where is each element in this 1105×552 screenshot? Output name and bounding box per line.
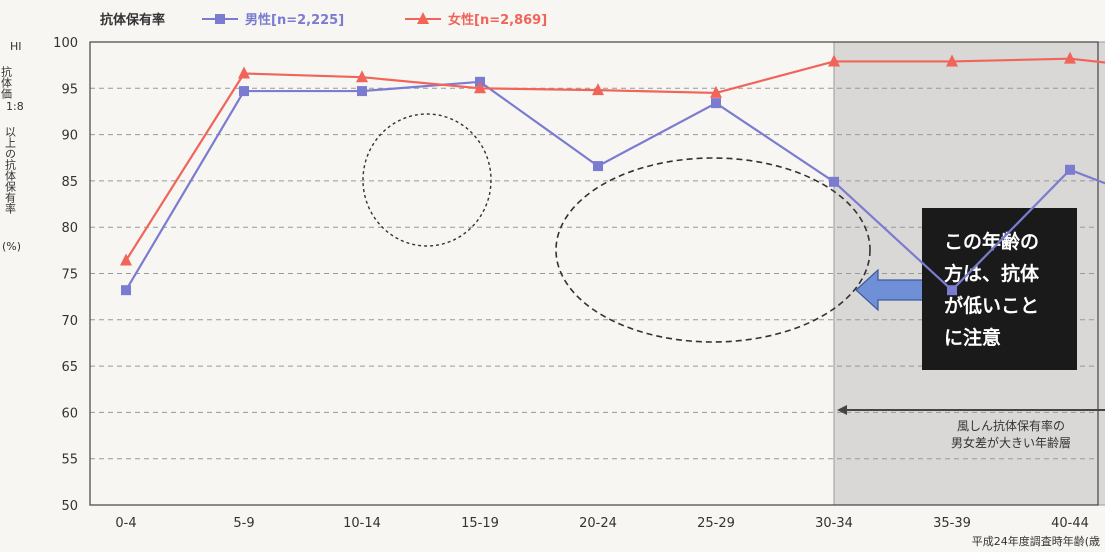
callout-text-line: に注意 xyxy=(944,326,1001,349)
x-tick-label: 0-4 xyxy=(115,516,136,531)
x-tick-label: 30-34 xyxy=(815,516,853,531)
legend: 抗体保有率 男性[n=2,225] 女性[n=2,869] xyxy=(100,12,547,28)
y-tick-label: 85 xyxy=(61,175,78,190)
y-axis-label-line-1: HI xyxy=(10,40,22,53)
series-layer xyxy=(120,51,1105,296)
x-tick-label: 35-39 xyxy=(933,516,971,531)
data-point-female xyxy=(356,70,368,83)
data-point-male xyxy=(829,176,839,187)
y-tick-label: 80 xyxy=(61,221,78,236)
y-axis-label: HI 抗体価 1:8 以上の抗体保有率 (%) xyxy=(0,40,24,253)
data-point-male xyxy=(357,86,367,97)
data-point-female xyxy=(474,81,486,94)
band-label: 風しん抗体保有率の xyxy=(957,418,1065,433)
highlight-ellipse-large xyxy=(555,157,871,343)
legend-label-male: 男性[n=2,225] xyxy=(245,12,344,28)
y-axis-label-line-5: (%) xyxy=(2,240,21,253)
highlight-ellipse-small xyxy=(362,113,492,247)
x-tick-label: 40-44 xyxy=(1051,516,1089,531)
y-tick-label: 75 xyxy=(61,268,78,283)
band-label: 男女差が大きい年齢層 xyxy=(951,435,1071,450)
data-point-male xyxy=(1065,164,1075,175)
y-axis-label-line-2: 抗体価 xyxy=(0,65,13,99)
y-axis-label-line-4: 以上の抗体保有率 xyxy=(4,126,17,215)
y-tick-label: 90 xyxy=(61,129,78,144)
y-axis-label-line-3: 1:8 xyxy=(6,100,24,113)
y-tick-label: 50 xyxy=(61,499,78,514)
y-tick-label: 65 xyxy=(61,360,78,375)
callout-text-line: この年齢の xyxy=(944,230,1039,253)
y-tick-label: 70 xyxy=(61,314,78,329)
callout-text-line: 方は、抗体 xyxy=(944,262,1040,285)
x-tick-label: 5-9 xyxy=(233,516,254,531)
y-tick-label: 55 xyxy=(61,453,78,468)
plot-frame xyxy=(89,41,1099,506)
x-tick-label: 15-19 xyxy=(461,516,499,531)
legend-label-female: 女性[n=2,869] xyxy=(448,12,547,28)
data-point-female xyxy=(592,83,604,96)
x-axis-label: 平成24年度調査時年齢(歳 xyxy=(972,534,1100,548)
data-point-male xyxy=(593,161,603,172)
callout-text-line: が低いこと xyxy=(944,294,1039,317)
legend-marker-male xyxy=(215,14,225,24)
data-point-female xyxy=(828,54,840,67)
data-point-female xyxy=(710,85,722,98)
data-point-female xyxy=(1064,51,1076,64)
data-point-male xyxy=(711,98,721,109)
data-point-female xyxy=(946,54,958,67)
legend-marker-female xyxy=(417,12,429,24)
y-tick-label: 95 xyxy=(61,82,78,97)
y-tick-label: 60 xyxy=(61,406,78,421)
y-tick-label: 100 xyxy=(53,36,78,51)
band-arrow-head-left xyxy=(837,405,847,415)
data-point-female xyxy=(120,253,132,266)
legend-title: 抗体保有率 xyxy=(100,12,165,28)
axis-layer: 50 55 60 65 70 75 80 85 90 95 100 0-4 5-9 10-14 15-19 2… xyxy=(53,36,1099,531)
data-point-male xyxy=(121,285,131,296)
x-tick-label: 20-24 xyxy=(579,516,617,531)
x-tick-label: 10-14 xyxy=(343,516,381,531)
data-point-male xyxy=(239,86,249,97)
x-tick-label: 25-29 xyxy=(697,516,735,531)
data-point-male xyxy=(947,285,957,296)
data-point-female xyxy=(238,66,250,79)
